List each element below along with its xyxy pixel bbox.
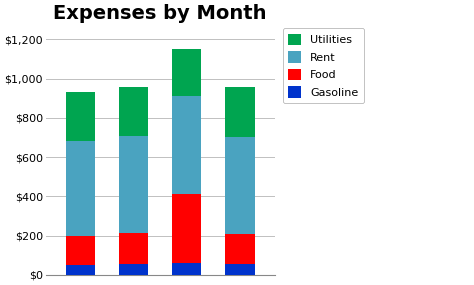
Bar bbox=[65, 92, 95, 141]
Bar bbox=[65, 236, 95, 265]
Bar bbox=[226, 264, 255, 275]
Bar bbox=[119, 264, 148, 275]
Title: Expenses by Month: Expenses by Month bbox=[54, 4, 267, 23]
Bar bbox=[65, 141, 95, 236]
Bar bbox=[119, 87, 148, 137]
Bar bbox=[172, 194, 201, 263]
Bar bbox=[226, 87, 255, 137]
Bar bbox=[172, 96, 201, 194]
Bar bbox=[172, 263, 201, 275]
Bar bbox=[226, 234, 255, 264]
Bar bbox=[226, 137, 255, 234]
Bar bbox=[65, 265, 95, 275]
Legend: Utilities, Rent, Food, Gasoline: Utilities, Rent, Food, Gasoline bbox=[283, 28, 364, 103]
Bar bbox=[172, 49, 201, 96]
Bar bbox=[119, 233, 148, 264]
Bar bbox=[119, 137, 148, 233]
